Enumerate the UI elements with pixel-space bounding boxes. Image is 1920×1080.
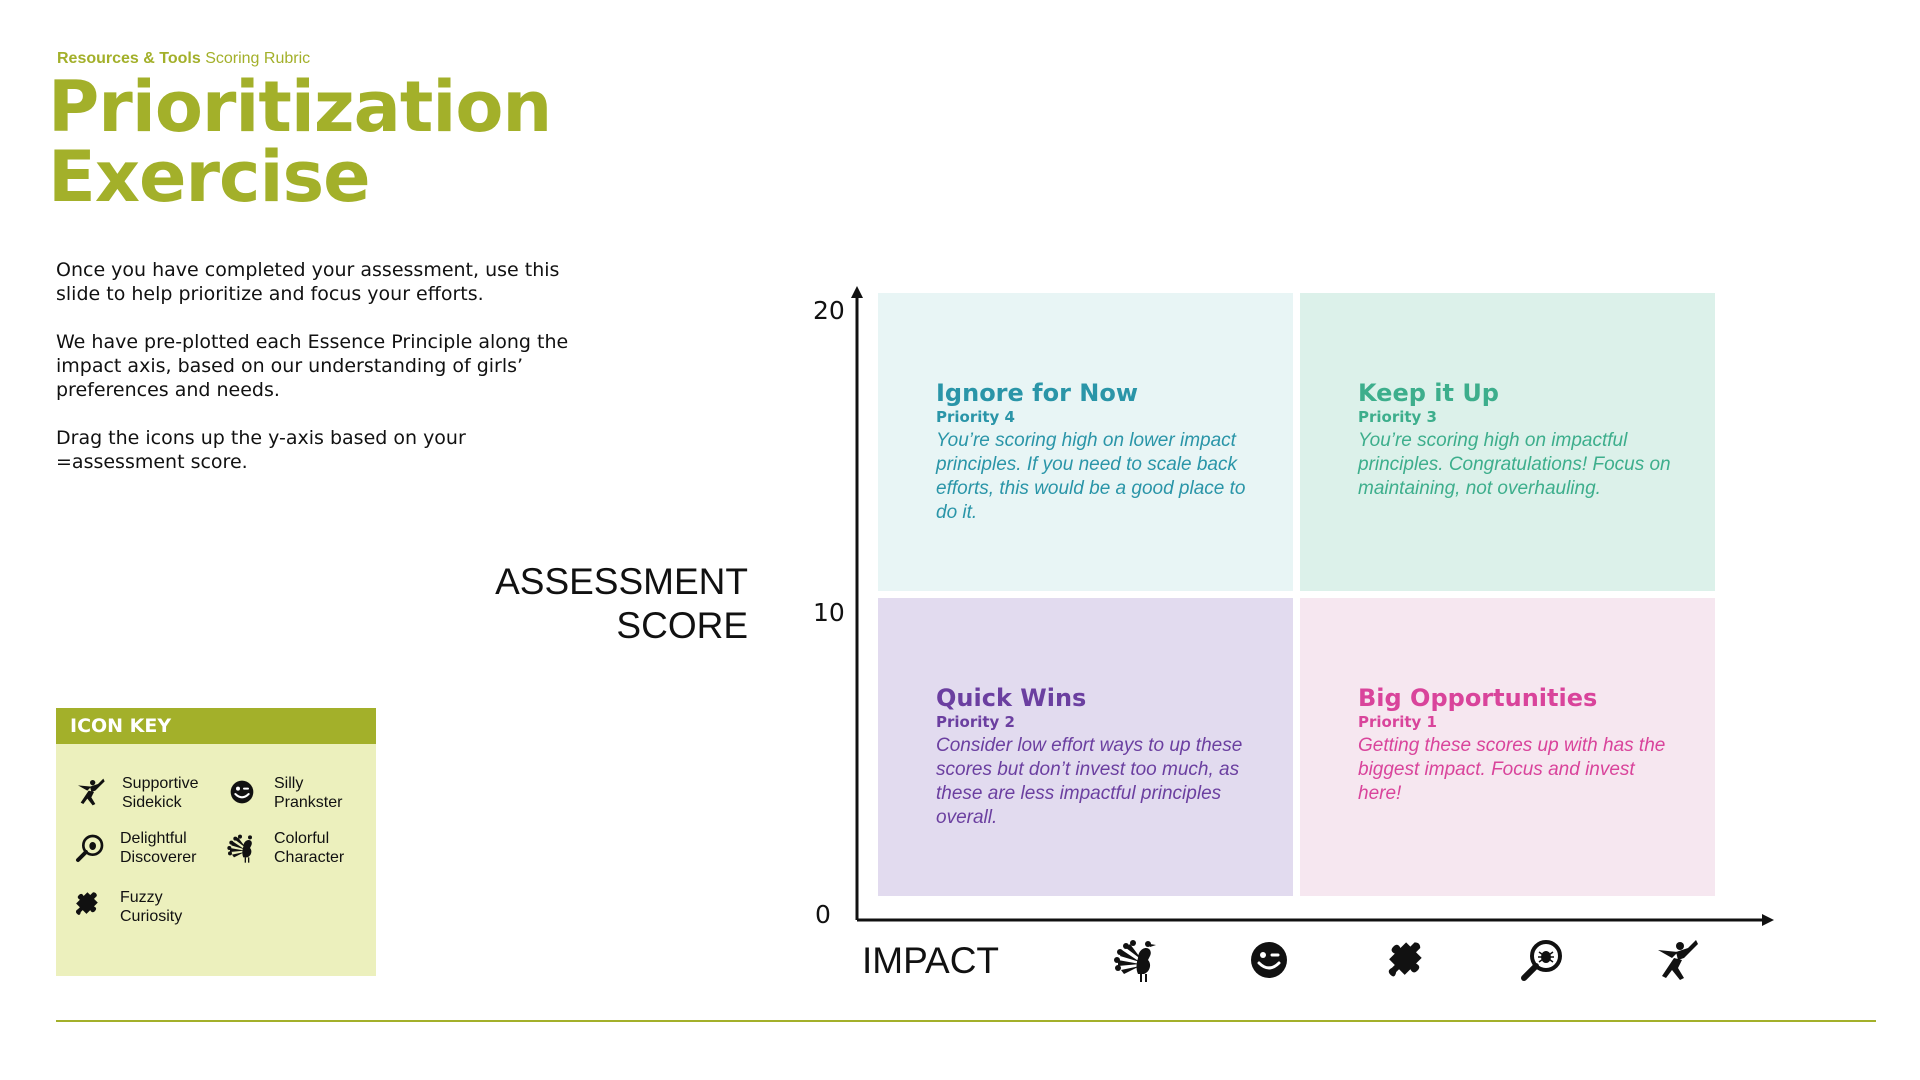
quadrant-description: You’re scoring high on lower impact prin… — [936, 430, 1246, 523]
y-tick-20: 20 — [813, 296, 845, 325]
quadrant-big-opportunities: Big Opportunities Priority 1 Getting the… — [1300, 598, 1715, 896]
y-axis-label-line-1: ASSESSMENT — [495, 561, 748, 602]
peacock-icon — [227, 834, 252, 863]
quadrant-title: Big Opportunities — [1358, 684, 1598, 712]
intro-paragraph-1: Once you have completed your assessment,… — [56, 259, 560, 305]
magnifier-icon — [76, 834, 104, 862]
quadrant-title: Quick Wins — [936, 684, 1087, 712]
key-item-label: Curiosity — [120, 908, 183, 925]
breadcrumb-page: Scoring Rubric — [205, 50, 311, 67]
puzzle-icon[interactable] — [1380, 936, 1428, 984]
y-axis-label: ASSESSMENT SCORE — [495, 560, 748, 648]
puzzle-icon — [75, 892, 98, 915]
key-item-supportive-sidekick: Supportive Sidekick — [122, 774, 199, 812]
title-line-1: Prioritization — [48, 66, 552, 148]
intro-paragraph-2: We have pre-plotted each Essence Princip… — [56, 331, 569, 401]
quadrant-priority: Priority 1 — [1358, 713, 1437, 731]
page-title: Prioritization Exercise — [48, 66, 552, 218]
y-tick-10: 10 — [813, 598, 845, 627]
quadrant-priority: Priority 2 — [936, 713, 1015, 731]
key-item-label: Silly — [274, 775, 304, 792]
breadcrumb-section[interactable]: Resources & Tools — [57, 50, 201, 67]
y-axis-arrow — [851, 286, 863, 298]
quadrant-title: Keep it Up — [1358, 379, 1499, 407]
intro-paragraph-3: Drag the icons up the y-axis based on yo… — [56, 427, 466, 473]
y-tick-0: 0 — [815, 900, 831, 929]
icon-key-heading: ICON KEY — [56, 708, 376, 744]
footer-divider — [56, 1020, 1876, 1022]
intro-text: Once you have completed your assessment,… — [56, 258, 576, 498]
quadrant-priority: Priority 3 — [1358, 408, 1437, 426]
key-item-label: Sidekick — [122, 794, 182, 811]
icon-key: ICON KEY Supportive Sidekick Silly Prank… — [56, 708, 376, 976]
quadrant-keep-it-up: Keep it Up Priority 3 You’re scoring hig… — [1300, 293, 1715, 591]
key-item-label: Supportive — [122, 775, 199, 792]
peacock-icon[interactable] — [1112, 936, 1160, 984]
title-line-2: Exercise — [48, 136, 371, 218]
superhero-icon[interactable] — [1652, 936, 1700, 984]
key-item-label: Prankster — [274, 794, 343, 811]
key-item-silly-prankster: Silly Prankster — [274, 774, 342, 812]
quadrant-priority: Priority 4 — [936, 408, 1015, 426]
quadrant-description: Getting these scores up with has the big… — [1358, 735, 1666, 804]
quadrant-quick-wins: Quick Wins Priority 2 Consider low effor… — [878, 598, 1293, 896]
magnifier-icon[interactable] — [1518, 936, 1566, 984]
x-axis-arrow — [1762, 914, 1774, 926]
quadrant-description: You’re scoring high on impactful princip… — [1358, 430, 1671, 499]
key-item-delightful-discoverer: Delightful Discoverer — [120, 829, 196, 867]
smiley-icon[interactable] — [1245, 936, 1293, 984]
key-item-fuzzy-curiosity: Fuzzy Curiosity — [120, 888, 182, 926]
x-axis-label: IMPACT — [862, 940, 1000, 981]
key-item-colorful-character: Colorful Character — [274, 829, 344, 867]
y-axis-label-line-2: SCORE — [616, 605, 748, 646]
key-item-label: Delightful — [120, 830, 187, 847]
quadrant-title: Ignore for Now — [936, 379, 1139, 407]
breadcrumb: Resources & Tools Scoring Rubric — [57, 50, 310, 68]
key-item-label: Character — [274, 849, 345, 866]
smiley-icon — [230, 780, 254, 804]
superhero-icon — [78, 778, 105, 806]
key-item-label: Discoverer — [120, 849, 197, 866]
axes — [851, 286, 1774, 926]
quadrant-ignore-for-now: Ignore for Now Priority 4 You’re scoring… — [878, 293, 1293, 591]
key-item-label: Fuzzy — [120, 889, 163, 906]
quadrant-description: Consider low effort ways to up these sco… — [936, 735, 1243, 828]
key-item-label: Colorful — [274, 830, 330, 847]
